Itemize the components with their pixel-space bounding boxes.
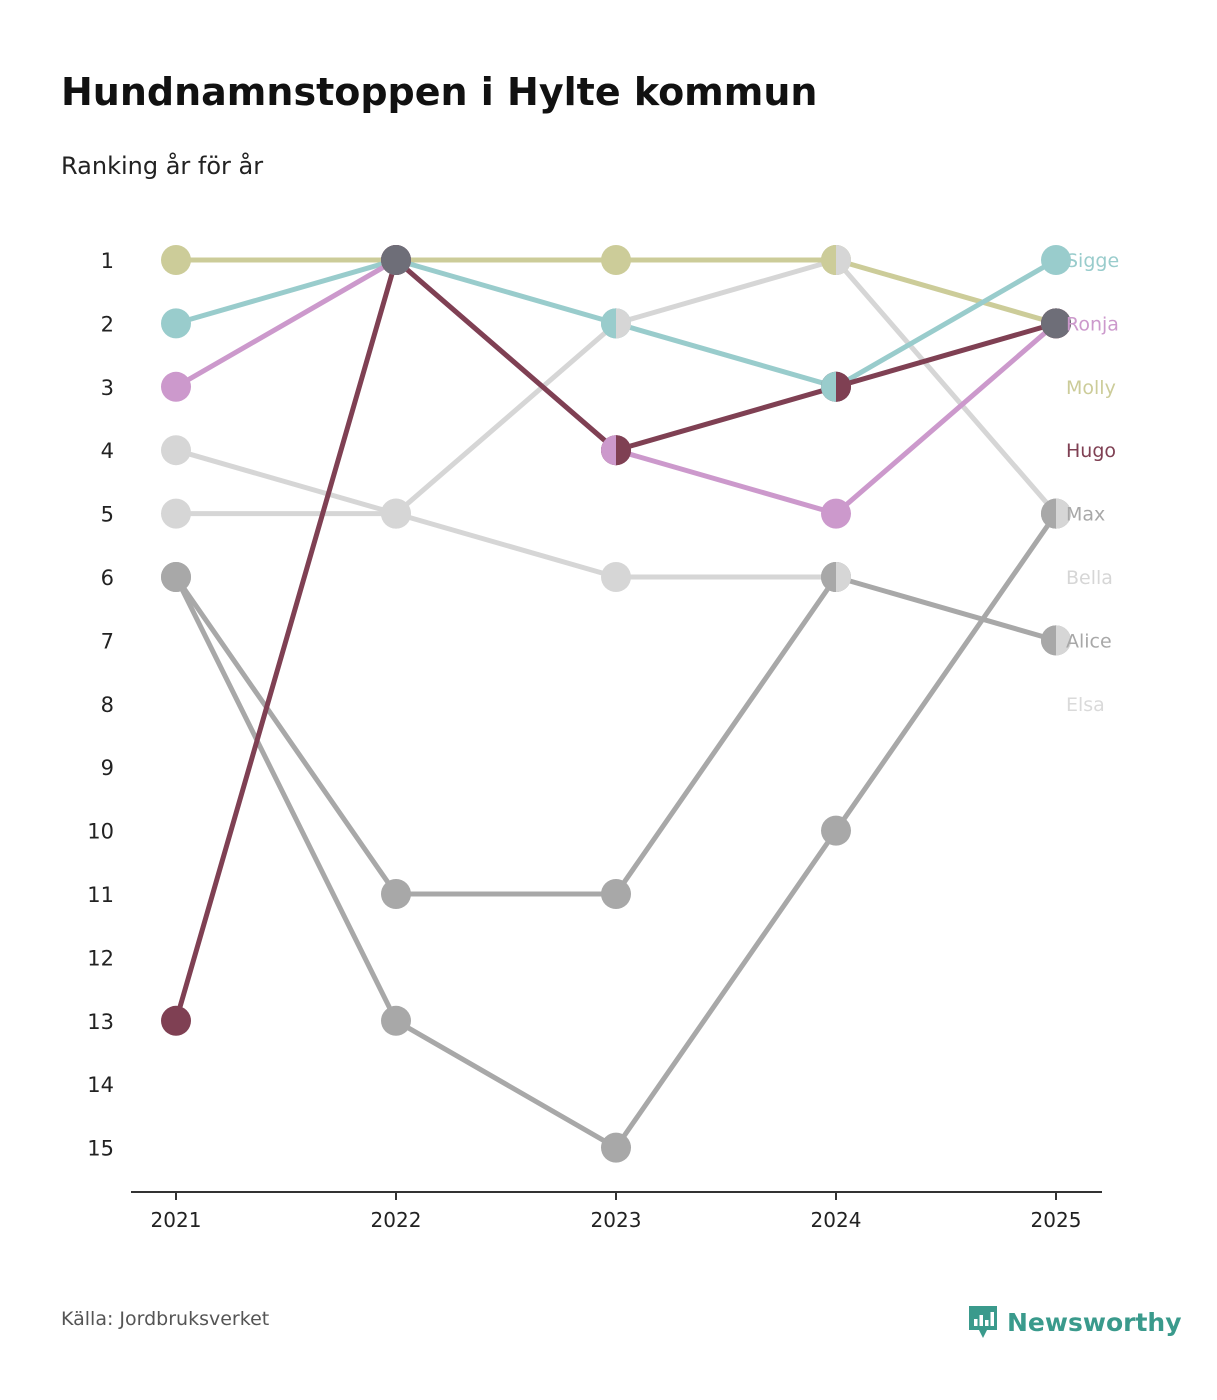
data-point-sigge xyxy=(1041,245,1071,275)
overlap-point-right xyxy=(836,245,851,275)
overlap-point-right xyxy=(616,308,632,339)
series-labels: Sigge Ronja Molly Hugo Max Bella Alice Elsa xyxy=(1066,250,1119,716)
data-point-ronja xyxy=(821,498,851,529)
data-point-max xyxy=(161,435,191,466)
newsworthy-brand[interactable]: Newsworthy xyxy=(967,1302,1182,1342)
chart-subtitle: Ranking år för år xyxy=(61,152,264,180)
data-point-max xyxy=(601,1132,631,1163)
data-point-max xyxy=(381,498,411,529)
series-line-bella xyxy=(173,257,1059,517)
series-label-ronja: Ronja xyxy=(1066,313,1119,335)
overlap-point-left xyxy=(821,245,836,275)
x-tick-label: 2021 xyxy=(151,1208,202,1232)
y-tick-label: 12 xyxy=(87,946,114,970)
y-tick-label: 9 xyxy=(101,756,114,780)
overlap-point-left xyxy=(1041,498,1056,529)
series-points xyxy=(161,245,1071,1163)
data-point-alice xyxy=(601,879,631,909)
series-label-hugo: Hugo xyxy=(1066,440,1116,462)
page-title: Hundnamnstoppen i Hylte kommun xyxy=(61,70,818,114)
overlap-point-right xyxy=(1056,498,1071,529)
overlap-point-right xyxy=(616,435,632,466)
data-point-max xyxy=(161,562,191,592)
y-tick-label: 6 xyxy=(101,566,114,590)
y-tick-label: 4 xyxy=(101,439,114,463)
data-point-alice xyxy=(381,879,411,909)
overlap-point-left xyxy=(1041,625,1056,656)
overlap-point xyxy=(381,245,411,275)
series-line-ronja xyxy=(173,257,1059,517)
series-lines xyxy=(173,257,1059,1151)
data-point-molly xyxy=(161,245,191,275)
series-label-molly: Molly xyxy=(1066,377,1116,399)
series-label-bella: Bella xyxy=(1066,567,1113,589)
data-point-sigge xyxy=(161,308,191,339)
y-tick-label: 1 xyxy=(101,249,114,273)
y-tick-label: 14 xyxy=(87,1073,114,1097)
x-tick-label: 2023 xyxy=(591,1208,642,1232)
y-tick-label: 15 xyxy=(87,1137,114,1161)
series-label-max: Max xyxy=(1066,504,1105,526)
overlap-point-left xyxy=(601,435,616,466)
data-point-max xyxy=(821,815,851,846)
y-tick-label: 3 xyxy=(101,376,114,400)
data-point-bella xyxy=(161,498,191,529)
overlap-point-left xyxy=(601,308,616,339)
data-point-max xyxy=(601,562,631,592)
y-tick-label: 2 xyxy=(101,312,114,336)
overlap-point-right xyxy=(1056,625,1071,656)
y-tick-label: 11 xyxy=(87,883,114,907)
overlap-point-right xyxy=(836,371,852,402)
y-tick-label: 10 xyxy=(87,820,114,844)
data-point-hugo xyxy=(161,1005,191,1036)
brand-name: Newsworthy xyxy=(1007,1307,1182,1337)
x-tick-label: 2024 xyxy=(811,1208,862,1232)
y-tick-label: 13 xyxy=(87,1010,114,1034)
data-point-molly xyxy=(601,245,631,275)
overlap-point xyxy=(1041,308,1071,339)
series-line-max xyxy=(173,447,839,580)
y-tick-label: 7 xyxy=(101,629,114,653)
series-label-sigge: Sigge xyxy=(1066,250,1119,272)
series-label-elsa: Elsa xyxy=(1066,694,1105,716)
overlap-point-left xyxy=(821,562,836,592)
series-label-alice: Alice xyxy=(1066,630,1112,652)
data-point-max xyxy=(381,1005,411,1036)
x-tick-label: 2022 xyxy=(371,1208,422,1232)
y-tick-label: 8 xyxy=(101,693,114,717)
data-point-ronja xyxy=(161,371,191,402)
source-note: Källa: Jordbruksverket xyxy=(61,1308,270,1330)
overlap-point-right xyxy=(836,562,851,592)
newsworthy-logo-icon xyxy=(969,1306,997,1338)
series-line-max xyxy=(173,511,1059,1151)
y-tick-label: 5 xyxy=(101,503,114,527)
overlap-point-left xyxy=(821,371,836,402)
x-tick-label: 2025 xyxy=(1031,1208,1082,1232)
